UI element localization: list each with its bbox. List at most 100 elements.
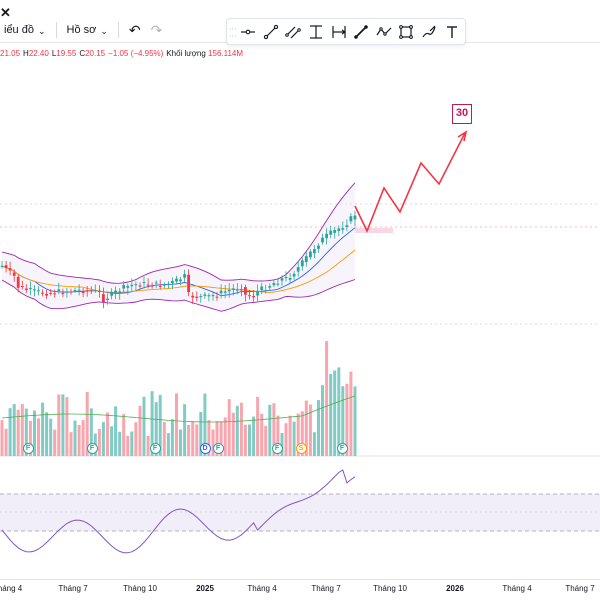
chevron-down-icon: ⌄ (37, 25, 46, 36)
candle-body (260, 286, 264, 290)
text-icon[interactable] (440, 20, 463, 43)
bollinger-fill (2, 182, 355, 312)
close-icon[interactable]: ✕ (0, 5, 11, 20)
path-icon[interactable] (373, 20, 396, 43)
candle-body (284, 277, 288, 279)
candle-body (187, 274, 190, 293)
candle-body (106, 298, 109, 300)
volume-bar (97, 429, 101, 456)
toolbar-divider (117, 22, 119, 38)
volume-bar (349, 371, 353, 456)
candle-body (207, 295, 211, 297)
event-marker-financial[interactable]: F (271, 443, 283, 454)
event-marker-financial[interactable]: F (22, 443, 34, 454)
brush-icon[interactable] (418, 20, 441, 43)
high-item: H22.40 (23, 49, 49, 58)
event-marker-financial[interactable]: F (212, 443, 224, 454)
candle-body (203, 294, 207, 296)
volume-bar (308, 404, 312, 456)
event-marker-financial[interactable]: F (149, 443, 161, 454)
volume-bar (122, 414, 126, 456)
candle-body (150, 285, 154, 287)
rsi-band (0, 494, 600, 531)
candle-body (138, 285, 142, 287)
chart-type-label: iểu đồ (4, 24, 34, 36)
target-callout[interactable]: 30 (452, 104, 472, 124)
volume-bar (45, 412, 49, 456)
trend-line-icon[interactable] (260, 20, 283, 43)
candle-body (252, 295, 255, 298)
candle-body (45, 294, 48, 296)
candle-body (37, 290, 40, 292)
low-item: L19.55 (51, 49, 77, 58)
volume-ma-line (1, 395, 356, 423)
volume-bar (49, 418, 53, 456)
undo-icon[interactable]: ↶ (128, 21, 141, 38)
candle-body (130, 284, 134, 287)
measure-icon[interactable] (350, 20, 373, 43)
candle-body (309, 251, 312, 258)
top-toolbar: ✕ iểu đồ ⌄ Hồ sơ ⌄ ↶ ↷ ⋮⋮ (0, 0, 600, 45)
candle-body (33, 289, 36, 291)
volume-bar (235, 405, 239, 456)
time-axis (0, 579, 600, 580)
price-zone (355, 228, 393, 233)
candle-body (223, 291, 227, 293)
rsi-line (1, 469, 356, 554)
volume-bar (110, 426, 114, 456)
volume-bar (333, 370, 337, 456)
high-value: 22.40 (28, 49, 49, 58)
candle-body (211, 295, 215, 297)
projection-arrowhead (457, 130, 468, 142)
candle-body (53, 293, 57, 295)
time-axis-label: 2025 (196, 584, 214, 593)
event-marker-split[interactable]: S (295, 443, 307, 454)
candle-body (219, 290, 223, 294)
volume-bar (12, 404, 16, 456)
event-marker-financial[interactable]: F (336, 443, 348, 454)
volume-bar (312, 432, 316, 456)
candle-body (61, 293, 65, 295)
volume-bar (118, 431, 122, 456)
volume-item: Khối lượng 156.114M (166, 49, 244, 58)
time-axis-label: Tháng 10 (373, 584, 407, 593)
volume-bar (256, 397, 260, 456)
volume-bar (187, 425, 191, 456)
volume-bar (260, 413, 264, 456)
candle-body (329, 230, 333, 235)
event-marker-financial[interactable]: F (86, 443, 98, 454)
event-marker-dividend[interactable]: D (199, 443, 211, 454)
candle-body (227, 289, 231, 292)
redo-icon[interactable]: ↷ (150, 21, 163, 38)
volume-bar (231, 412, 235, 456)
chart-type-button[interactable]: iểu đồ ⌄ (0, 19, 50, 41)
volume-bar (195, 424, 199, 456)
candle-body (41, 292, 44, 294)
volume-bar (317, 400, 320, 456)
chevron-down-icon: ⌄ (100, 25, 108, 36)
volume-bar (292, 421, 296, 456)
rectangle-icon[interactable] (395, 20, 418, 43)
volume-bar (65, 397, 69, 456)
candle-body (77, 289, 81, 291)
volume-bar (162, 422, 166, 456)
volume-bar (106, 412, 109, 456)
profile-button[interactable]: Hồ sơ ⌄ (63, 19, 112, 41)
drag-handle-icon[interactable]: ⋮⋮ (228, 24, 237, 39)
candle-body (12, 272, 16, 276)
price-range-icon[interactable] (327, 20, 350, 43)
horizontal-line-icon[interactable] (237, 20, 260, 43)
candle-body (337, 228, 341, 231)
candle-body (300, 260, 304, 267)
candle-body (158, 285, 162, 287)
drawing-toolbar: ⋮⋮ (226, 18, 466, 45)
candle-body (313, 249, 316, 254)
long-position-icon[interactable] (305, 20, 328, 43)
parallel-channel-icon[interactable] (282, 20, 305, 43)
candle-body (240, 289, 243, 291)
candle-body (98, 291, 101, 292)
candle-body (122, 285, 126, 289)
volume-bar (248, 424, 251, 456)
moving-average (1, 249, 356, 294)
